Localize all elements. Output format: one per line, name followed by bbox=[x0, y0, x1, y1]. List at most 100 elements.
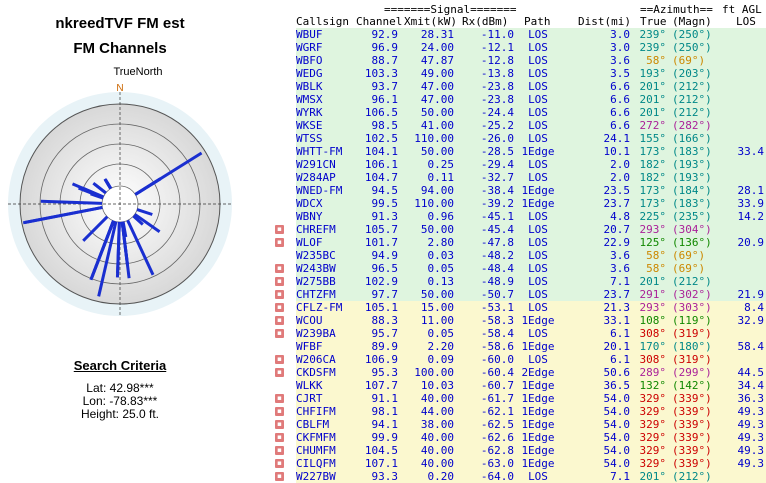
xmit-cell: 47.00 bbox=[420, 80, 454, 93]
callsign-cell[interactable]: CHREFM bbox=[296, 223, 336, 236]
station-row[interactable]: WBFO 88.7 47.87 -12.8 LOS 3.6 58° (69°) bbox=[274, 54, 766, 67]
row-background bbox=[296, 405, 766, 418]
callsign-cell[interactable]: CKDSFM bbox=[296, 366, 336, 379]
agl-cell: 49.3 bbox=[737, 431, 765, 444]
dist-cell: 3.5 bbox=[610, 67, 630, 80]
station-row[interactable]: W284AP 104.7 0.11 -32.7 LOS 2.0 182° (193°) bbox=[274, 171, 766, 184]
station-row[interactable]: ▪ CILQFM 107.1 40.00 -63.0 1Edge 54.0 329° (339°… bbox=[274, 457, 766, 470]
station-row[interactable]: WTSS 102.5 110.00 -26.0 LOS 24.1 155° (166°) bbox=[274, 132, 766, 145]
callsign-cell[interactable]: W227BW bbox=[296, 470, 336, 483]
details-icon[interactable]: ▪ bbox=[275, 316, 284, 325]
callsign-cell[interactable]: WKSE bbox=[296, 119, 323, 132]
details-icon[interactable]: ▪ bbox=[275, 394, 284, 403]
callsign-cell[interactable]: WBUF bbox=[296, 28, 323, 41]
callsign-cell[interactable]: WLOF bbox=[296, 236, 323, 249]
callsign-cell[interactable]: WLKK bbox=[296, 379, 323, 392]
magnetic-azimuth-cell: (339°) bbox=[672, 457, 712, 470]
station-row[interactable]: WBLK 93.7 47.00 -23.8 LOS 6.6 201° (212°) bbox=[274, 80, 766, 93]
station-row[interactable]: WKSE 98.5 41.00 -25.2 LOS 6.6 272° (282°) bbox=[274, 119, 766, 132]
callsign-cell[interactable]: WTSS bbox=[296, 132, 323, 145]
callsign-cell[interactable]: W243BW bbox=[296, 262, 336, 275]
details-icon[interactable]: ▪ bbox=[275, 472, 284, 481]
callsign-cell[interactable]: WBNY bbox=[296, 210, 323, 223]
station-row[interactable]: WEDG 103.3 49.00 -13.8 LOS 3.5 193° (203°) bbox=[274, 67, 766, 80]
details-icon[interactable]: ▪ bbox=[275, 446, 284, 455]
details-icon[interactable]: ▪ bbox=[275, 303, 284, 312]
station-row[interactable]: WDCX 99.5 110.00 -39.2 1Edge 23.7 173° (183°) 33… bbox=[274, 197, 766, 210]
station-row[interactable]: ▪ CHFIFM 98.1 44.00 -62.1 1Edge 54.0 329° (339°)… bbox=[274, 405, 766, 418]
callsign-cell[interactable]: W235BC bbox=[296, 249, 336, 262]
agl-cell: 8.4 bbox=[744, 301, 764, 314]
callsign-cell[interactable]: CJRT bbox=[296, 392, 323, 405]
details-icon[interactable]: ▪ bbox=[275, 238, 284, 247]
station-row[interactable]: WHTT-FM 104.1 50.00 -28.5 1Edge 10.1 173° (183°… bbox=[274, 145, 766, 158]
callsign-cell[interactable]: W284AP bbox=[296, 171, 336, 184]
station-row[interactable]: ▪ W239BA 95.7 0.05 -58.4 LOS 6.1 308° (319°) bbox=[274, 327, 766, 340]
details-icon[interactable]: ▪ bbox=[275, 277, 284, 286]
station-row[interactable]: WYRK 106.5 50.00 -24.4 LOS 6.6 201° (212°) bbox=[274, 106, 766, 119]
station-row[interactable]: ▪ W206CA 106.9 0.09 -60.0 LOS 6.1 308° (319°) bbox=[274, 353, 766, 366]
details-icon[interactable]: ▪ bbox=[275, 407, 284, 416]
callsign-cell[interactable]: WBFO bbox=[296, 54, 323, 67]
agl-cell: 49.3 bbox=[737, 444, 765, 457]
callsign-cell[interactable]: CBLFM bbox=[296, 418, 330, 431]
callsign-cell[interactable]: W206CA bbox=[296, 353, 336, 366]
station-row[interactable]: ▪ CJRT 91.1 40.00 -61.7 1Edge 54.0 329° (339°) 36… bbox=[274, 392, 766, 405]
station-row[interactable]: ▪ CHREFM 105.7 50.00 -45.4 LOS 20.7 293° (304°) bbox=[274, 223, 766, 236]
station-row[interactable]: ▪ CHUMFM 104.5 40.00 -62.8 1Edge 54.0 329° (339°… bbox=[274, 444, 766, 457]
station-row[interactable]: W291CN 106.1 0.25 -29.4 LOS 2.0 182° (193°) bbox=[274, 158, 766, 171]
station-row[interactable]: WFBF 89.9 2.20 -58.6 1Edge 20.1 170° (180°) 58.4 bbox=[274, 340, 766, 353]
true-azimuth-cell: 173° bbox=[639, 184, 667, 197]
rx-cell: -62.5 bbox=[480, 418, 514, 431]
station-row[interactable]: WGRF 96.9 24.00 -12.1 LOS 3.0 239° (250°) bbox=[274, 41, 766, 54]
station-row[interactable]: ▪ W275BB 102.9 0.13 -48.9 LOS 7.1 201° (212°) bbox=[274, 275, 766, 288]
station-row[interactable]: ▪ CKFMFM 99.9 40.00 -62.6 1Edge 54.0 329° (339°)… bbox=[274, 431, 766, 444]
station-row[interactable]: ▪ WLOF 101.7 2.80 -47.8 LOS 22.9 125° (136°) 20.9 bbox=[274, 236, 766, 249]
station-row[interactable]: ▪ W227BW 93.3 0.20 -64.0 LOS 7.1 201° (212°) bbox=[274, 470, 766, 483]
details-icon[interactable]: ▪ bbox=[275, 433, 284, 442]
station-row[interactable]: ▪ CKDSFM 95.3 100.00 -60.4 2Edge 50.6 289° (299°… bbox=[274, 366, 766, 379]
callsign-cell[interactable]: WBLK bbox=[296, 80, 323, 93]
station-row[interactable]: ▪ CFLZ-FM 105.1 15.00 -53.1 LOS 21.3 293° (303°)… bbox=[274, 301, 766, 314]
row-background bbox=[296, 314, 766, 327]
details-icon[interactable]: ▪ bbox=[275, 264, 284, 273]
details-icon[interactable]: ▪ bbox=[275, 290, 284, 299]
station-spoke bbox=[40, 199, 103, 205]
station-row[interactable]: WBUF 92.9 28.31 -11.0 LOS 3.0 239° (250°) bbox=[274, 28, 766, 41]
callsign-cell[interactable]: W239BA bbox=[296, 327, 336, 340]
callsign-cell[interactable]: CHFIFM bbox=[296, 405, 336, 418]
callsign-cell[interactable]: WCOU bbox=[296, 314, 323, 327]
station-row[interactable]: ▪ CHTZFM 97.7 50.00 -50.7 LOS 23.7 291° (302°) 21… bbox=[274, 288, 766, 301]
callsign-cell[interactable]: WFBF bbox=[296, 340, 323, 353]
callsign-cell[interactable]: W291CN bbox=[296, 158, 336, 171]
details-icon[interactable]: ▪ bbox=[275, 225, 284, 234]
callsign-cell[interactable]: WGRF bbox=[296, 41, 323, 54]
callsign-cell[interactable]: CKFMFM bbox=[296, 431, 336, 444]
callsign-cell[interactable]: WMSX bbox=[296, 93, 323, 106]
details-icon[interactable]: ▪ bbox=[275, 368, 284, 377]
station-row[interactable]: ▪ CBLFM 94.1 38.00 -62.5 1Edge 54.0 329° (339°) 4… bbox=[274, 418, 766, 431]
station-row[interactable]: ▪ W243BW 96.5 0.05 -48.4 LOS 3.6 58° (69°) bbox=[274, 262, 766, 275]
station-row[interactable]: W235BC 94.9 0.03 -48.2 LOS 3.6 58° (69°) bbox=[274, 249, 766, 262]
callsign-cell[interactable]: CILQFM bbox=[296, 457, 336, 470]
station-row[interactable]: WMSX 96.1 47.00 -23.8 LOS 6.6 201° (212°) bbox=[274, 93, 766, 106]
callsign-cell[interactable]: W275BB bbox=[296, 275, 336, 288]
station-spoke bbox=[97, 221, 118, 297]
station-row[interactable]: WLKK 107.7 10.03 -60.7 1Edge 36.5 132° (142°) 34… bbox=[274, 379, 766, 392]
callsign-cell[interactable]: WDCX bbox=[296, 197, 323, 210]
callsign-cell[interactable]: CHUMFM bbox=[296, 444, 336, 457]
station-row[interactable]: ▪ WCOU 88.3 11.00 -58.3 1Edge 33.1 108° (119°) 32… bbox=[274, 314, 766, 327]
station-row[interactable]: WBNY 91.3 0.96 -45.1 LOS 4.8 225° (235°) 14.2 bbox=[274, 210, 766, 223]
callsign-cell[interactable]: WHTT-FM bbox=[296, 145, 343, 158]
callsign-cell[interactable]: WNED-FM bbox=[296, 184, 343, 197]
details-icon[interactable]: ▪ bbox=[275, 355, 284, 364]
details-icon[interactable]: ▪ bbox=[275, 329, 284, 338]
true-azimuth-cell: 201° bbox=[639, 275, 667, 288]
callsign-cell[interactable]: WYRK bbox=[296, 106, 323, 119]
details-icon[interactable]: ▪ bbox=[275, 459, 284, 468]
station-row[interactable]: WNED-FM 94.5 94.00 -38.4 1Edge 23.5 173° (184°)… bbox=[274, 184, 766, 197]
callsign-cell[interactable]: CFLZ-FM bbox=[296, 301, 343, 314]
callsign-cell[interactable]: WEDG bbox=[296, 67, 323, 80]
callsign-cell[interactable]: CHTZFM bbox=[296, 288, 336, 301]
details-icon[interactable]: ▪ bbox=[275, 420, 284, 429]
